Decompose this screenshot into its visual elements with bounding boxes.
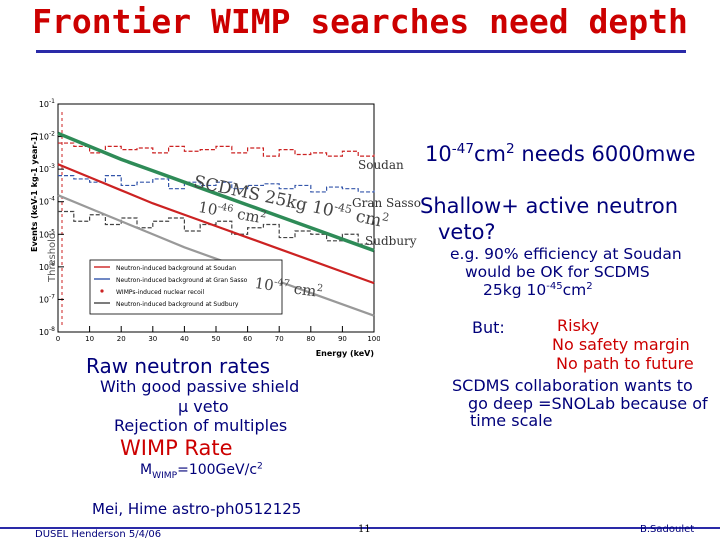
y-tick-label: 10-2 [39, 131, 55, 142]
series-line-gran-sasso [58, 175, 375, 193]
but-label: But: [472, 318, 505, 337]
y-tick-label: 10-1 [39, 98, 55, 109]
collab-line-3: time scale [470, 411, 553, 430]
raw-neutron-rates: Raw neutron rates [86, 354, 271, 378]
x-tick-label: 80 [306, 335, 315, 343]
series-line-10-47 [57, 194, 375, 317]
legend-swatch [100, 289, 104, 293]
x-tick-label: 50 [212, 335, 221, 343]
page-number: 11 [358, 524, 371, 535]
footer-rule [0, 527, 720, 529]
no-path-future: No path to future [556, 354, 694, 373]
x-tick-label: 30 [148, 335, 157, 343]
footer-right: B.Sadoulet [640, 524, 695, 535]
rejection-multiples: Rejection of multiples [114, 416, 288, 435]
y-tick-label: 10-3 [39, 163, 55, 174]
series-line-10-46 [57, 163, 375, 285]
example-line-3: 25kg 10-45cm2 [483, 280, 593, 299]
mu-veto: μ veto [178, 397, 229, 416]
legend-entry-label: Neutron-induced background at Soudan [116, 265, 236, 272]
y-tick-label: 10-7 [39, 293, 55, 304]
no-safety-margin: No safety margin [552, 335, 690, 354]
x-tick-label: 0 [56, 335, 60, 343]
legend-entry-label: Neutron-induced background at Gran Sasso [116, 277, 248, 284]
threshold-label: Threshold [47, 233, 58, 283]
event-rate-chart: 10-8 10-7 10-6 10-5 10-4 10-3 10-2 10-1 0 10 20 30… [30, 98, 380, 358]
x-tick-label: 60 [243, 335, 252, 343]
title-underline [36, 50, 686, 53]
collab-line-2: go deep =SNOLab because of [468, 394, 708, 413]
x-tick-label: 70 [275, 335, 284, 343]
series-line-soudan [58, 142, 375, 157]
series-line-sudbury [58, 210, 375, 245]
site-label-sudbury: Sudbury [365, 234, 417, 248]
y-tick-label: 10-6 [39, 261, 55, 272]
wimp-rate: WIMP Rate [120, 436, 233, 460]
legend-entry-label: Neutron-induced background at Sudbury [116, 301, 239, 308]
risky-label: Risky [557, 316, 600, 335]
x-tick-label: 90 [338, 335, 347, 343]
x-tick-label: 20 [117, 335, 126, 343]
y-tick-label: 10-8 [39, 326, 55, 337]
footer-left: DUSEL Henderson 5/4/06 [35, 529, 162, 540]
legend-entry-label: WIMPs-induced nuclear recoil [116, 289, 204, 296]
legend-box [89, 259, 283, 315]
x-tick-label: 100 [367, 335, 380, 343]
example-line-2: would be OK for SCDMS [465, 263, 650, 281]
veto-question: veto? [438, 220, 496, 244]
collab-line-1: SCDMS collaboration wants to [452, 376, 693, 395]
slide-title: Frontier WIMP searches need depth [32, 2, 688, 41]
x-tick-label: 10 [85, 335, 94, 343]
shallow-active-veto: Shallow+ active neutron [420, 194, 679, 218]
site-label-gran-sasso: Gran Sasso [352, 196, 421, 210]
wimp-mass: MWIMP=100GeV/c2 [140, 461, 263, 481]
headline-depth: 10-47cm2 needs 6000mwe [425, 141, 696, 166]
x-tick-label: 40 [180, 335, 189, 343]
series-line-10-45 [57, 131, 375, 253]
site-label-soudan: Soudan [358, 158, 404, 172]
chart-x-axis-label: Energy (keV) [316, 349, 374, 358]
y-tick-label: 10-5 [39, 228, 55, 239]
example-line-1: e.g. 90% efficiency at Soudan [450, 245, 682, 263]
reference: Mei, Hime astro-ph0512125 [92, 500, 302, 518]
y-tick-label: 10-4 [39, 196, 55, 207]
chart-y-axis-label: Events (keV-1 kg-1 year-1) [30, 132, 39, 252]
passive-shield: With good passive shield [100, 377, 300, 396]
